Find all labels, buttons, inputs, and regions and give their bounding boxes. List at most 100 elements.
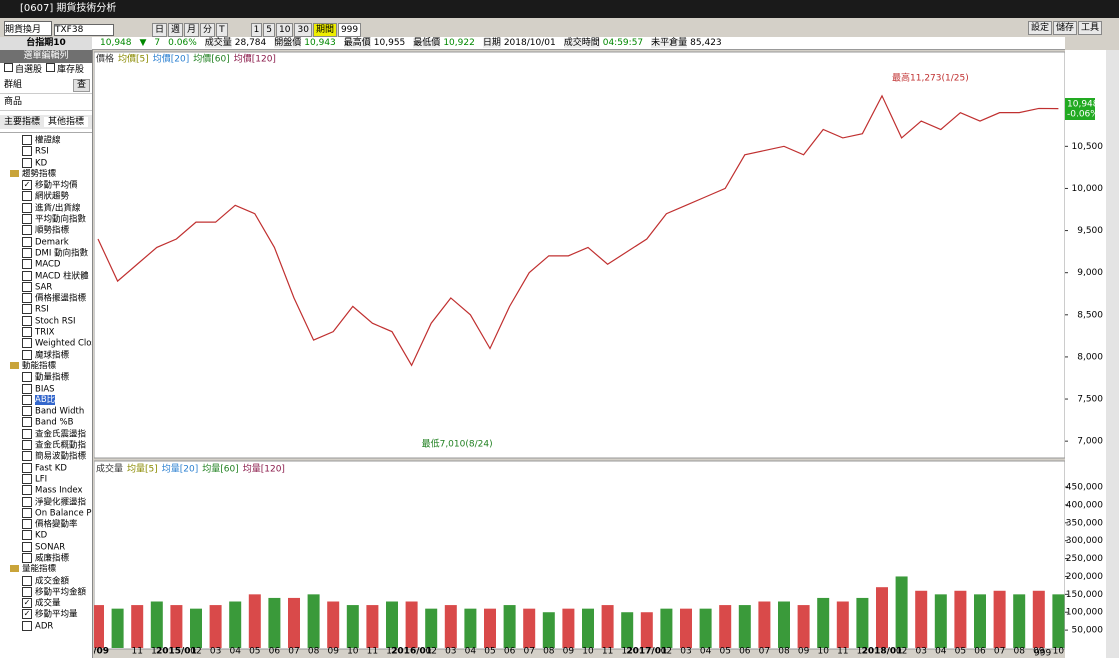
indicator-item[interactable]: 魔球指標 (0, 349, 92, 361)
indicator-item[interactable]: KD (0, 157, 92, 169)
checkbox[interactable] (22, 259, 32, 270)
symbol-input[interactable]: TXF38 (54, 24, 114, 36)
period-button[interactable]: 分 (200, 23, 216, 37)
checkbox[interactable] (4, 63, 13, 72)
indicator-item[interactable]: Band %B (0, 417, 92, 428)
indicator-item[interactable]: Stoch RSI (0, 315, 92, 327)
period-button[interactable]: 日 (152, 23, 168, 37)
checkbox[interactable] (22, 281, 32, 292)
indicator-item[interactable]: 順勢指標 (0, 225, 92, 236)
tool-button[interactable]: 工具 (1077, 21, 1102, 35)
indicator-item[interactable]: 平均動向指數 (0, 214, 92, 225)
indicator-item[interactable]: 簡易波動指標 (0, 451, 92, 462)
checkbox[interactable] (22, 327, 32, 338)
indicator-group[interactable]: 量能指標 (0, 564, 92, 575)
indicator-item[interactable]: LFI (0, 473, 92, 485)
indicator-item[interactable]: ADR (0, 620, 92, 632)
indicator-item[interactable]: AB比 (0, 394, 92, 406)
indicator-item[interactable]: Demark (0, 236, 92, 248)
checkbox[interactable] (22, 315, 32, 326)
indicator-item[interactable]: RSI (0, 304, 92, 315)
checkbox[interactable] (22, 586, 32, 597)
tool-button[interactable]: 設定 (1027, 21, 1052, 35)
checkbox[interactable] (22, 214, 32, 225)
indicator-item[interactable]: MACD (0, 259, 92, 270)
checkbox[interactable] (22, 575, 32, 586)
checkbox[interactable] (22, 202, 32, 213)
tab[interactable]: 主要指標 (4, 117, 41, 127)
period-button[interactable]: T (216, 23, 228, 37)
checkbox[interactable] (22, 428, 32, 439)
indicator-item[interactable]: 權證線 (0, 135, 92, 146)
indicator-item[interactable]: 移動平均金額 (0, 586, 92, 598)
checkbox[interactable] (22, 496, 32, 507)
checkbox[interactable] (22, 406, 32, 417)
active-button[interactable]: 期間 (312, 23, 337, 37)
indicator-item[interactable]: 淨變化擺盪指 (0, 496, 92, 508)
indicator-item[interactable]: 動量指標 (0, 372, 92, 383)
indicator-item[interactable]: DMI 動向指數 (0, 247, 92, 259)
indicator-item[interactable]: 威廉指標 (0, 552, 92, 564)
checkbox[interactable] (22, 270, 32, 281)
checkbox[interactable] (22, 507, 32, 518)
query-button[interactable]: 查 (72, 79, 90, 92)
product-select[interactable]: 商品 (0, 93, 92, 111)
indicator-item[interactable]: BIAS (0, 383, 92, 395)
period-button[interactable]: 月 (184, 23, 200, 37)
indicator-item[interactable]: ✓ 移動平均量 (0, 609, 92, 620)
checkbox[interactable] (22, 349, 32, 360)
tab[interactable]: 其他指標 (44, 117, 89, 127)
checkbox[interactable] (22, 304, 32, 315)
indicator-item[interactable]: 查金氏震盪指 (0, 428, 92, 440)
indicator-item[interactable]: On Balance P (0, 507, 92, 519)
checkbox[interactable] (22, 225, 32, 236)
checkbox[interactable] (22, 383, 32, 394)
indicator-item[interactable]: Mass Index (0, 485, 92, 496)
indicator-item[interactable]: MACD 柱狀體 (0, 270, 92, 282)
indicator-item[interactable]: ✓ 成交量 (0, 598, 92, 609)
indicator-item[interactable]: 查金氏概動指 (0, 440, 92, 451)
indicator-group[interactable]: 動能指標 (0, 361, 92, 372)
checkbox[interactable] (22, 157, 32, 168)
indicator-item[interactable]: Band Width (0, 406, 92, 417)
checkbox[interactable] (22, 485, 32, 496)
checkbox[interactable] (22, 293, 32, 304)
indicator-item[interactable]: ✓ 移動平均價 (0, 180, 92, 191)
checkbox[interactable]: ✓ (22, 598, 32, 609)
indicator-item[interactable]: 網狀趨勢 (0, 191, 92, 202)
minute-button[interactable]: 10 (276, 23, 294, 37)
checkbox[interactable] (22, 541, 32, 552)
checkbox[interactable] (22, 519, 32, 530)
checkbox[interactable] (22, 135, 32, 145)
checkbox[interactable] (22, 146, 32, 157)
checkbox[interactable] (22, 552, 32, 563)
indicator-item[interactable]: 進貨/出貨線 (0, 202, 92, 214)
minute-button[interactable]: 30 (294, 23, 312, 37)
tool-button[interactable]: 儲存 (1052, 21, 1077, 35)
checkbox[interactable]: ✓ (22, 609, 32, 620)
indicator-item[interactable]: SONAR (0, 541, 92, 553)
checkbox[interactable] (22, 338, 32, 349)
indicator-item[interactable]: TRIX (0, 327, 92, 338)
period-button[interactable]: 週 (168, 23, 184, 37)
indicator-item[interactable]: 價格變動率 (0, 519, 92, 530)
dropdown[interactable]: 期貨換月 (4, 21, 52, 36)
checkbox[interactable] (22, 473, 32, 484)
indicator-item[interactable]: Fast KD (0, 462, 92, 474)
minute-button[interactable]: 1 (250, 23, 263, 37)
checkbox[interactable] (22, 417, 32, 428)
indicator-item[interactable]: 價格擺盪指標 (0, 293, 92, 304)
count-input[interactable]: 999 (337, 23, 362, 37)
indicator-group[interactable]: 趨勢指標 (0, 169, 92, 180)
checkbox[interactable] (22, 236, 32, 247)
checkbox[interactable] (22, 620, 32, 631)
checkbox[interactable] (22, 462, 32, 473)
indicator-item[interactable]: KD (0, 530, 92, 541)
checkbox[interactable] (22, 440, 32, 451)
checkbox[interactable] (22, 394, 32, 405)
indicator-item[interactable]: Weighted Clos (0, 338, 92, 349)
checkbox[interactable] (22, 191, 32, 202)
indicator-item[interactable]: 成交金額 (0, 575, 92, 587)
checkbox[interactable]: ✓ (22, 180, 32, 191)
checkbox[interactable] (22, 372, 32, 383)
